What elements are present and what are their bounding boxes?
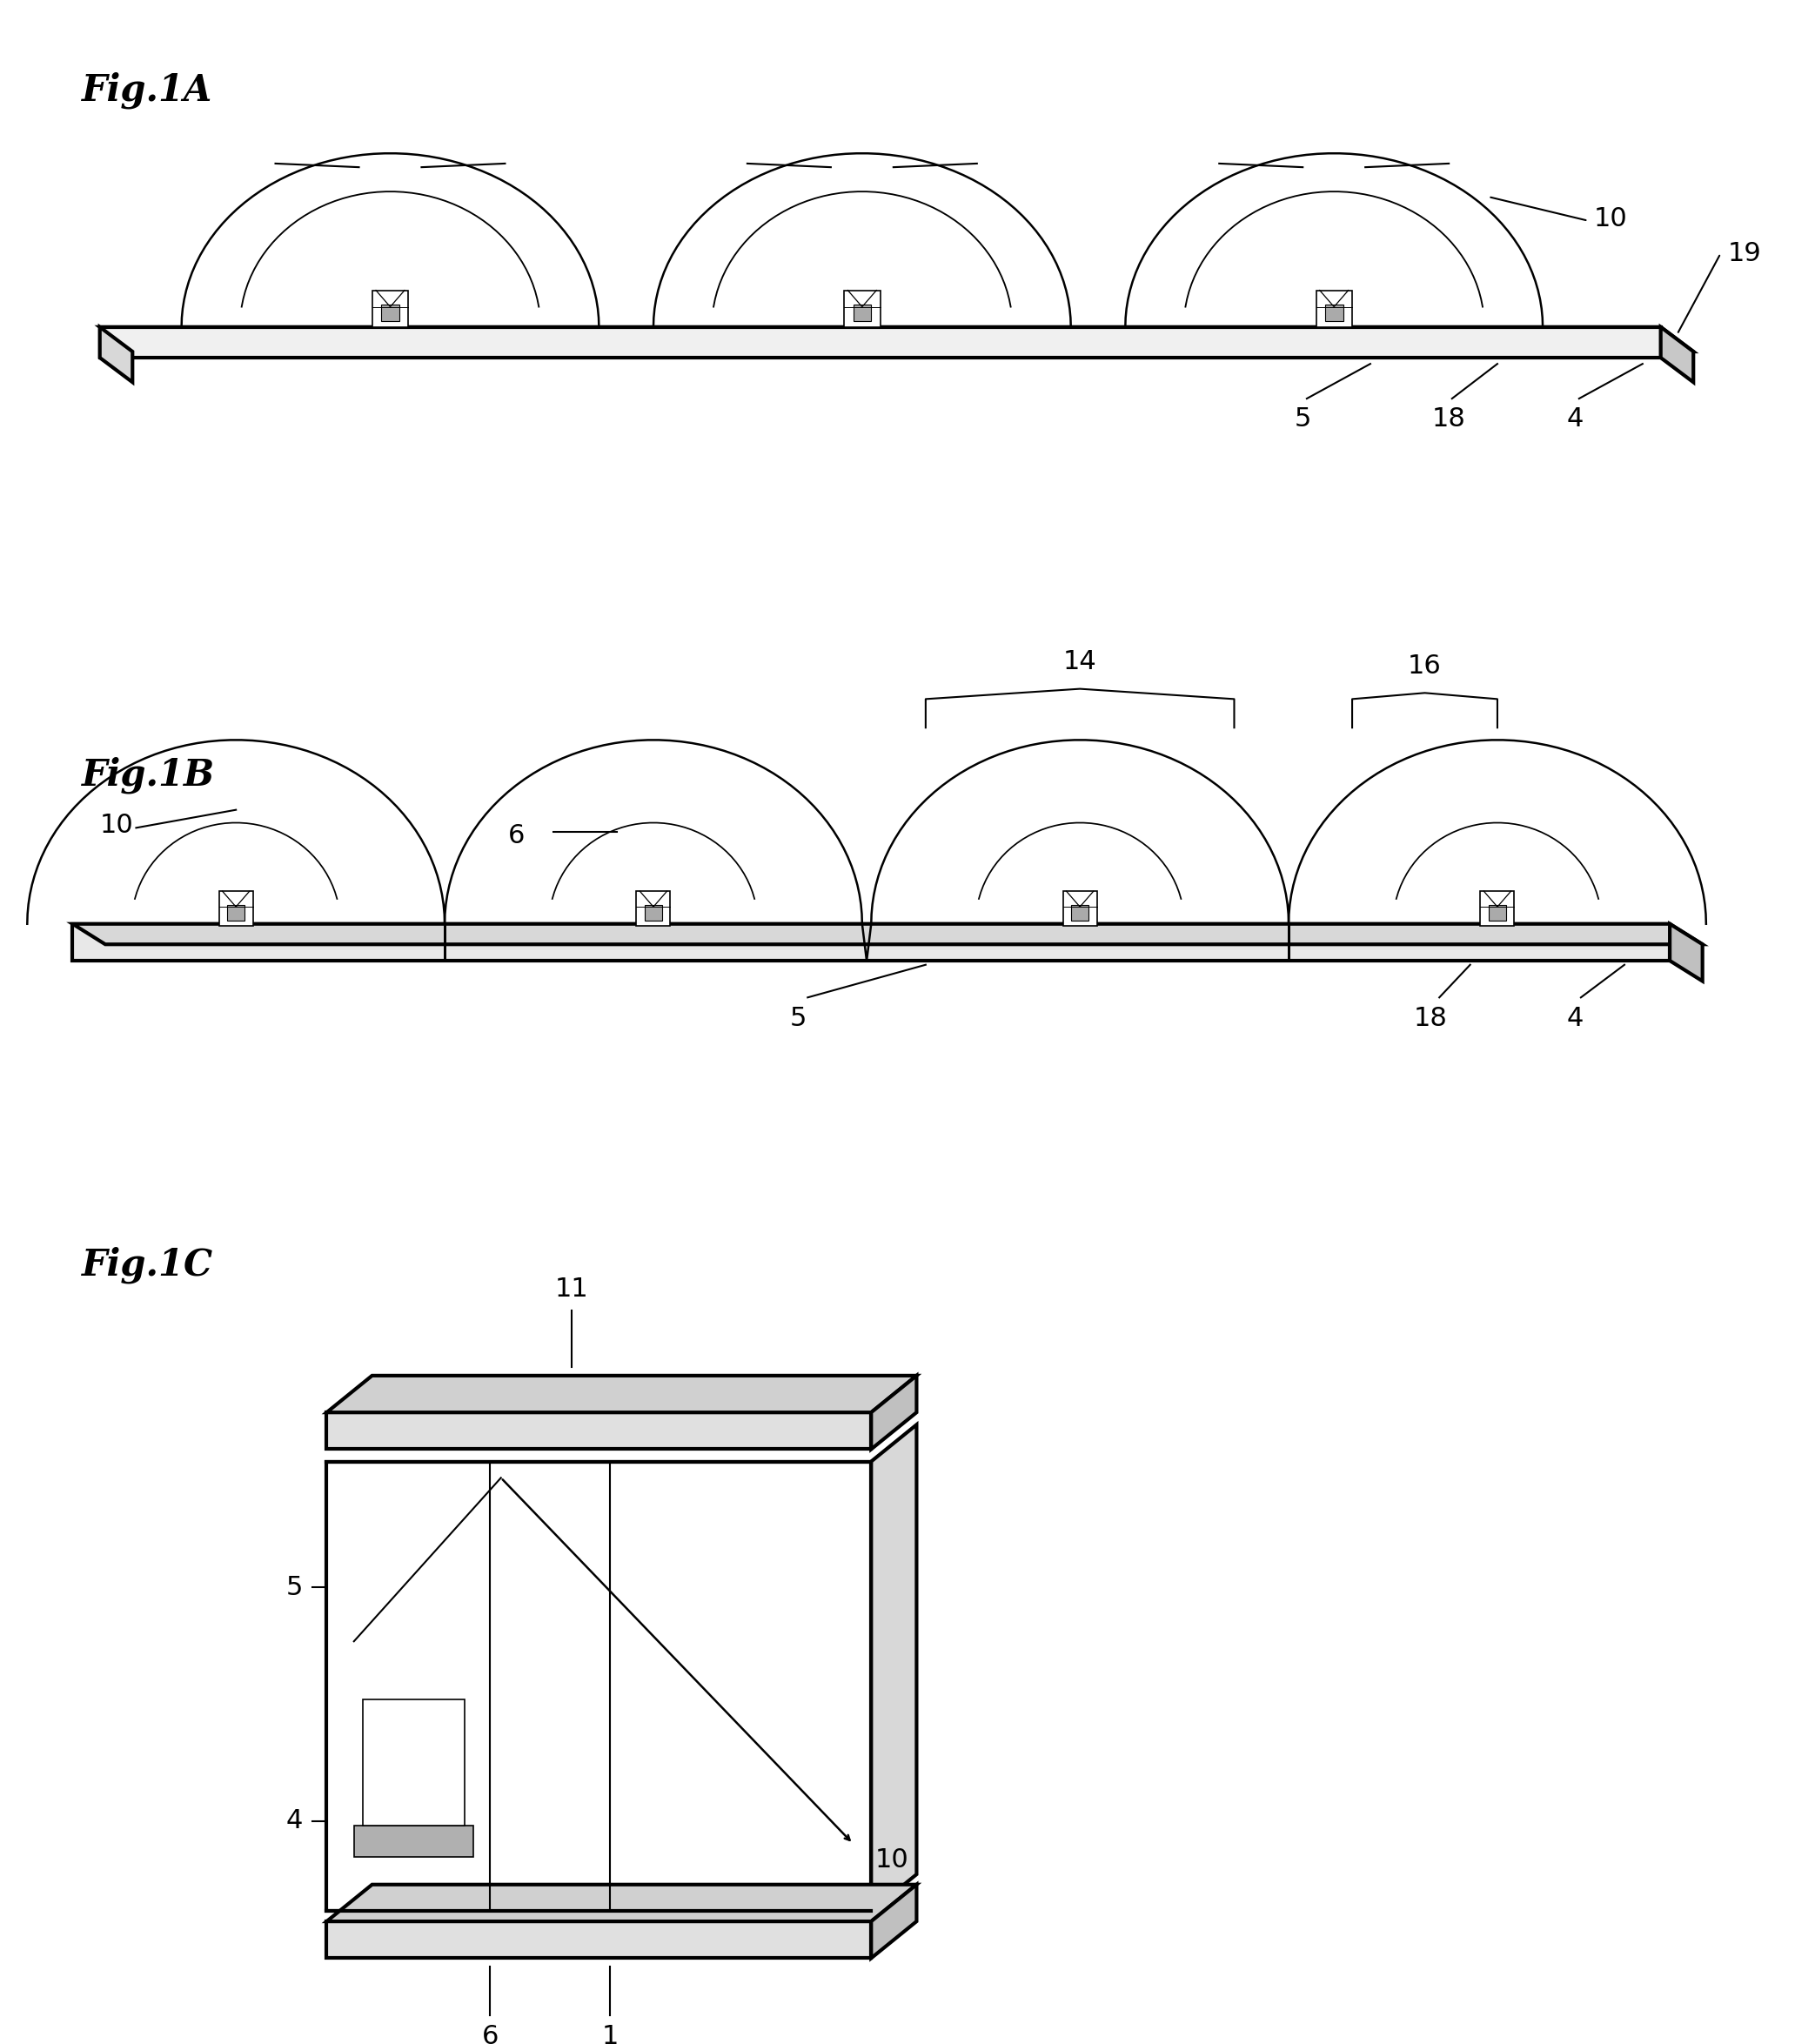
Text: 6: 6	[481, 2024, 499, 2044]
Text: 14: 14	[1064, 650, 1096, 675]
Text: 5: 5	[287, 1574, 303, 1600]
Polygon shape	[871, 1425, 917, 1911]
Bar	[327, 1461, 871, 1911]
Polygon shape	[327, 1885, 917, 1921]
Bar	[220, 891, 252, 926]
Text: 4: 4	[1566, 407, 1584, 431]
Bar	[363, 1701, 465, 1825]
Bar	[1071, 905, 1089, 920]
Text: Fig.1B: Fig.1B	[82, 756, 214, 793]
Bar	[1064, 891, 1096, 926]
Bar	[1481, 891, 1514, 926]
Text: 5: 5	[790, 1006, 808, 1030]
Text: 5: 5	[1294, 407, 1312, 431]
Text: 18: 18	[1432, 407, 1465, 431]
Text: 1: 1	[601, 2024, 619, 2044]
Bar	[327, 1921, 871, 1958]
Bar	[100, 327, 1661, 358]
Text: 11: 11	[555, 1278, 588, 1302]
Text: 18: 18	[1414, 1006, 1447, 1030]
Text: 10: 10	[875, 1848, 909, 1872]
Bar	[853, 305, 871, 321]
Text: Fig.1C: Fig.1C	[82, 1247, 212, 1284]
Polygon shape	[1661, 327, 1693, 382]
Bar	[844, 290, 880, 327]
Bar	[1316, 290, 1352, 327]
Polygon shape	[871, 1376, 917, 1449]
Bar	[327, 1412, 871, 1449]
Polygon shape	[100, 327, 132, 382]
Polygon shape	[100, 327, 1693, 352]
Bar	[637, 891, 670, 926]
Text: 4: 4	[1566, 1006, 1584, 1030]
Polygon shape	[1670, 924, 1702, 981]
Text: 6: 6	[508, 824, 525, 848]
Bar	[381, 305, 399, 321]
Text: 10: 10	[100, 814, 134, 838]
Text: 10: 10	[1594, 206, 1628, 231]
Bar	[227, 905, 245, 920]
Text: 19: 19	[1728, 241, 1762, 266]
Bar	[1325, 305, 1343, 321]
Bar	[372, 290, 408, 327]
Bar	[73, 924, 1670, 961]
Bar	[354, 1825, 474, 1858]
Polygon shape	[73, 924, 1702, 944]
Text: 16: 16	[1408, 654, 1441, 679]
Polygon shape	[327, 1376, 917, 1412]
Bar	[1488, 905, 1506, 920]
Polygon shape	[871, 1885, 917, 1958]
Text: 4: 4	[287, 1809, 303, 1833]
Bar	[644, 905, 662, 920]
Text: Fig.1A: Fig.1A	[82, 72, 212, 108]
